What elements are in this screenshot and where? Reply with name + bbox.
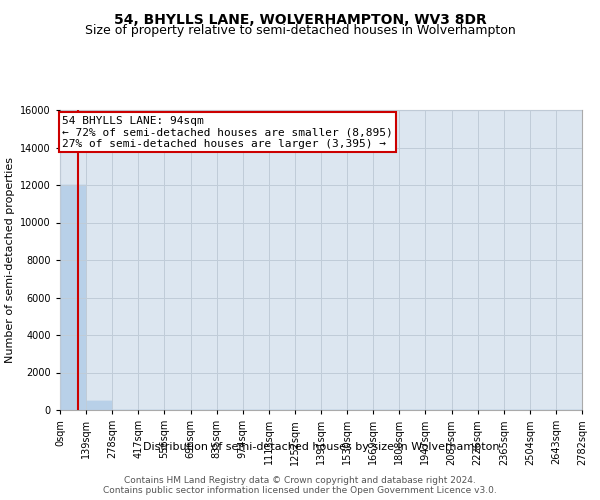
- Text: Distribution of semi-detached houses by size in Wolverhampton: Distribution of semi-detached houses by …: [143, 442, 499, 452]
- Y-axis label: Number of semi-detached properties: Number of semi-detached properties: [5, 157, 14, 363]
- Bar: [86, 400, 112, 410]
- Bar: [60, 185, 86, 410]
- Text: Size of property relative to semi-detached houses in Wolverhampton: Size of property relative to semi-detach…: [85, 24, 515, 37]
- Text: 54, BHYLLS LANE, WOLVERHAMPTON, WV3 8DR: 54, BHYLLS LANE, WOLVERHAMPTON, WV3 8DR: [113, 12, 487, 26]
- Bar: [86, 400, 112, 410]
- Text: Contains HM Land Registry data © Crown copyright and database right 2024.
Contai: Contains HM Land Registry data © Crown c…: [103, 476, 497, 495]
- Bar: [60, 185, 86, 410]
- Text: 54 BHYLLS LANE: 94sqm
← 72% of semi-detached houses are smaller (8,895)
27% of s: 54 BHYLLS LANE: 94sqm ← 72% of semi-deta…: [62, 116, 392, 149]
